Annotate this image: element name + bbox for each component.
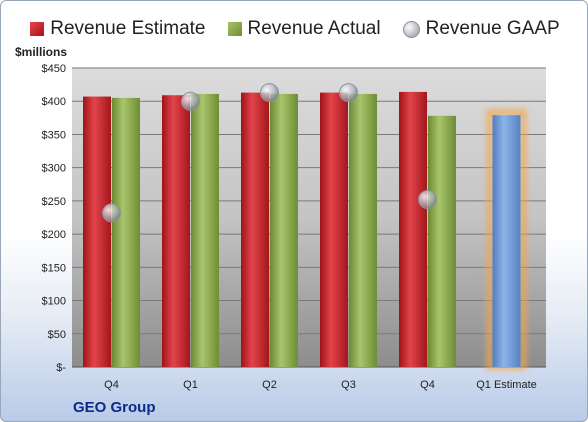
bar-revenue-actual [428, 115, 456, 367]
x-tick-label: Q2 [262, 379, 277, 391]
chart-legend: Revenue Estimate Revenue Actual Revenue … [1, 15, 587, 43]
legend-item-estimate: Revenue Estimate [30, 18, 206, 40]
legend-label-estimate: Revenue Estimate [50, 18, 206, 39]
y-tick-label: $350 [42, 129, 66, 141]
bar-revenue-estimate-forecast [492, 115, 521, 367]
y-tick-label: $150 [42, 262, 66, 274]
legend-item-gaap: Revenue GAAP [402, 18, 560, 40]
marker-revenue-gaap [102, 203, 121, 223]
x-tick-label: Q4 [420, 379, 435, 391]
y-tick-label: $- [56, 362, 66, 374]
marker-revenue-gaap [260, 83, 279, 103]
legend-swatch-gaap [402, 20, 420, 38]
y-tick-label: $450 [42, 63, 66, 75]
y-tick-label: $100 [42, 296, 66, 308]
marker-revenue-gaap [418, 190, 437, 210]
bar-revenue-actual [112, 97, 140, 368]
x-tick-label: Q4 [104, 379, 119, 391]
bar-revenue-actual [191, 93, 219, 367]
legend-swatch-estimate [30, 22, 45, 36]
marker-revenue-gaap [339, 83, 358, 103]
bar-revenue-estimate [399, 91, 427, 368]
bar-revenue-estimate [241, 92, 269, 367]
y-tick-label: $50 [48, 329, 66, 341]
x-tick-label: Q1 Estimate [476, 379, 537, 391]
bar-revenue-estimate [320, 92, 348, 367]
company-name: GEO Group [73, 399, 156, 416]
y-tick-label: $300 [42, 163, 66, 175]
y-tick-label: $400 [42, 96, 66, 108]
legend-label-actual: Revenue Actual [247, 18, 381, 39]
x-tick-label: Q3 [341, 379, 356, 391]
marker-revenue-gaap [181, 91, 200, 111]
legend-item-actual: Revenue Actual [227, 18, 381, 40]
plot-area [72, 68, 546, 367]
bar-revenue-actual [270, 93, 298, 367]
legend-label-gaap: Revenue GAAP [425, 18, 560, 39]
y-axis-unit-label: $millions [15, 45, 68, 59]
bar-revenue-estimate [83, 96, 111, 368]
bar-revenue-estimate [162, 95, 190, 368]
y-tick-label: $250 [42, 196, 66, 208]
bar-revenue-actual [349, 93, 377, 367]
x-tick-label: Q1 [183, 379, 198, 391]
y-tick-label: $200 [42, 229, 66, 241]
legend-swatch-actual [227, 22, 242, 36]
